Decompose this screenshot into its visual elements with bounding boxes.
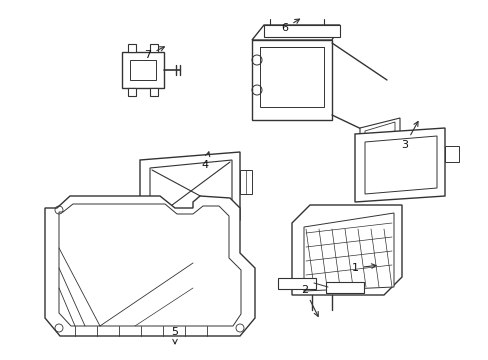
Polygon shape xyxy=(354,128,444,202)
Polygon shape xyxy=(59,204,241,326)
Text: 4: 4 xyxy=(201,152,209,170)
Polygon shape xyxy=(150,160,231,220)
Bar xyxy=(260,47,324,107)
Polygon shape xyxy=(45,196,254,336)
Bar xyxy=(264,25,339,37)
Polygon shape xyxy=(291,205,401,295)
Text: 7: 7 xyxy=(144,47,164,60)
Polygon shape xyxy=(150,44,158,52)
Polygon shape xyxy=(364,122,394,140)
Bar xyxy=(122,52,163,88)
Text: 5: 5 xyxy=(171,327,178,344)
Polygon shape xyxy=(128,44,136,52)
Text: 6: 6 xyxy=(281,19,299,33)
Polygon shape xyxy=(251,40,331,120)
Bar xyxy=(130,60,156,80)
Polygon shape xyxy=(140,152,240,228)
Text: 2: 2 xyxy=(301,285,318,316)
Polygon shape xyxy=(304,213,393,291)
Polygon shape xyxy=(128,88,136,96)
Polygon shape xyxy=(359,118,399,142)
Polygon shape xyxy=(240,170,251,194)
Polygon shape xyxy=(251,25,339,40)
Polygon shape xyxy=(444,146,458,162)
Text: 1: 1 xyxy=(351,263,375,273)
Polygon shape xyxy=(150,88,158,96)
Polygon shape xyxy=(278,278,315,289)
Polygon shape xyxy=(325,282,363,293)
Polygon shape xyxy=(364,136,436,194)
Text: 3: 3 xyxy=(401,122,417,150)
